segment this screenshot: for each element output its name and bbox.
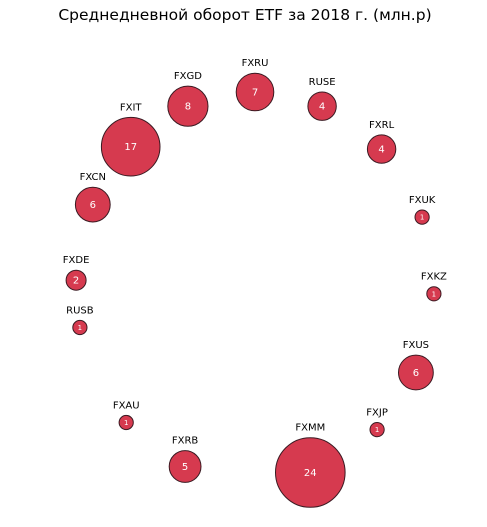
bubble-ruse: [307, 91, 337, 121]
bubble-value-label: 7: [252, 88, 258, 99]
bubble-fxrb: [168, 450, 202, 483]
bubble-fxcn: [74, 186, 111, 223]
bubble-fxru: [235, 72, 275, 112]
bubble-category-label: FXMM: [295, 423, 325, 434]
bubble-fxde: [65, 269, 87, 291]
bubble-value-label: 6: [90, 200, 96, 211]
bubble-category-label: FXUS: [403, 340, 429, 351]
bubble-fxkz: [426, 286, 442, 302]
bubble-category-label: FXIT: [120, 103, 143, 114]
bubble-rusb: [72, 319, 88, 336]
bubble-fxmm: [275, 437, 346, 508]
bubble-category-label: FXCN: [80, 172, 106, 183]
bubble-value-label: 1: [124, 419, 128, 427]
bubble-fxjp: [369, 422, 385, 438]
bubble-value-label: 17: [124, 142, 137, 153]
bubble-value-label: 2: [73, 276, 79, 287]
bubble-fxit: [100, 116, 161, 177]
bubble-category-label: FXJP: [366, 408, 388, 419]
bubble-category-label: FXRB: [172, 436, 199, 447]
bubble-value-label: 24: [304, 468, 317, 479]
bubble-value-label: 1: [375, 426, 379, 434]
bubble-fxus: [398, 354, 434, 391]
bubble-category-label: FXRU: [242, 58, 269, 69]
bubble-category-label: FXGD: [174, 71, 202, 82]
bubble-fxau: [118, 414, 134, 431]
bubble-value-label: 1: [432, 290, 436, 298]
bubble-category-label: RUSE: [309, 77, 336, 88]
bubble-category-label: FXUK: [409, 195, 436, 206]
bubble-fxrl: [366, 134, 397, 164]
bubble-category-label: FXRL: [369, 120, 395, 131]
bubble-value-label: 1: [420, 214, 424, 222]
bubble-group: 2 FXDE 6 FXCN 17 FXIT 8 FXGD 7 FXRU 4 RUSE 4 FXRL 1 FXU…: [63, 58, 447, 508]
chart-title: Среднедневной оборот ETF за 2018 г. (млн…: [58, 6, 431, 24]
bubble-value-label: 4: [378, 145, 384, 156]
bubble-value-label: 8: [185, 102, 191, 113]
bubble-category-label: FXDE: [63, 255, 90, 266]
bubble-category-label: FXKZ: [421, 272, 447, 283]
bubble-category-label: RUSB: [66, 305, 94, 316]
bubble-value-label: 5: [182, 462, 188, 473]
bubble-value-label: 1: [78, 324, 82, 332]
bubble-fxgd: [167, 85, 209, 127]
bubble-fxuk: [414, 209, 430, 225]
bubble-category-label: FXAU: [113, 400, 140, 411]
bubble-value-label: 6: [413, 368, 419, 379]
bubble-value-label: 4: [319, 102, 325, 113]
